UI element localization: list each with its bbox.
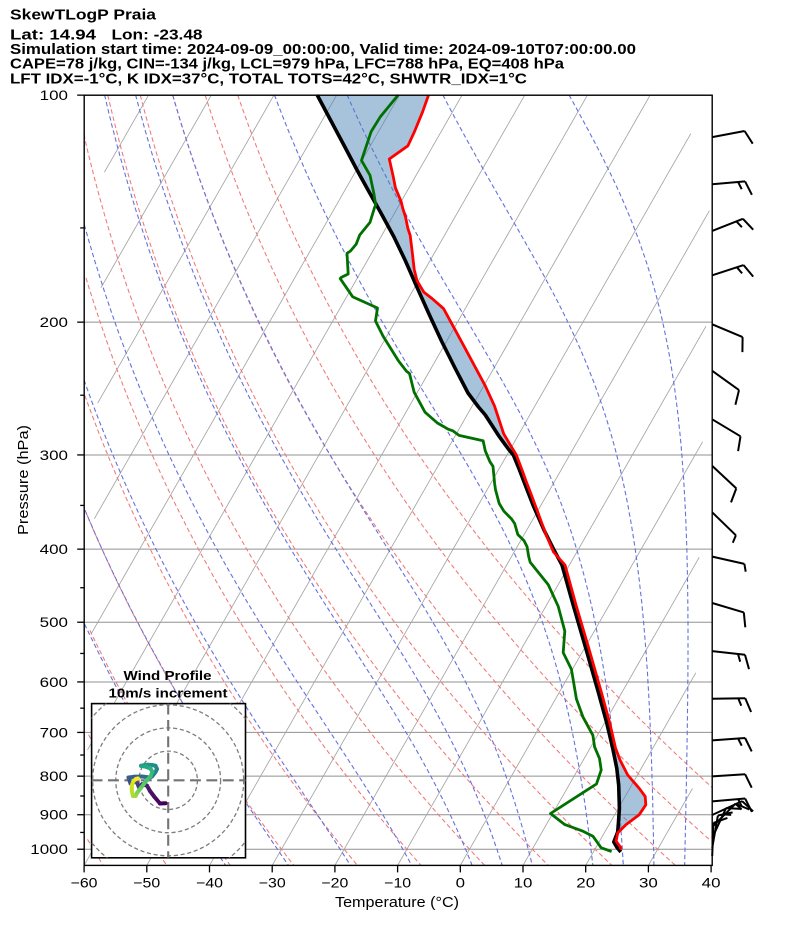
svg-text:CAPE=78 j/kg, CIN=-134 j/kg, L: CAPE=78 j/kg, CIN=-134 j/kg, LCL=979 hPa… — [10, 56, 565, 72]
svg-text:30: 30 — [639, 875, 658, 891]
svg-text:400: 400 — [40, 541, 69, 557]
svg-text:200: 200 — [40, 314, 69, 330]
svg-text:LFT IDX=-1°C, K IDX=37°C, TOTA: LFT IDX=-1°C, K IDX=37°C, TOTAL TOTS=42°… — [10, 71, 528, 87]
svg-text:Simulation start time: 2024-09: Simulation start time: 2024-09-09_00:00:… — [10, 42, 636, 58]
svg-text:600: 600 — [40, 674, 69, 690]
svg-text:−50: −50 — [133, 875, 160, 891]
svg-text:900: 900 — [40, 807, 69, 823]
svg-text:Temperature (°C): Temperature (°C) — [335, 895, 459, 911]
svg-text:Lat: 14.94: Lat: 14.94 — [10, 27, 96, 43]
svg-text:700: 700 — [40, 724, 69, 740]
svg-text:10m/s increment: 10m/s increment — [109, 686, 229, 701]
svg-text:800: 800 — [40, 768, 69, 784]
svg-text:Wind Profile: Wind Profile — [124, 668, 212, 683]
svg-text:−40: −40 — [196, 875, 223, 891]
svg-text:−30: −30 — [259, 875, 286, 891]
svg-text:1000: 1000 — [30, 841, 68, 857]
svg-text:500: 500 — [40, 614, 69, 630]
svg-text:−20: −20 — [321, 875, 348, 891]
svg-text:SkewTLogP Praia: SkewTLogP Praia — [10, 8, 157, 24]
svg-text:100: 100 — [40, 87, 69, 103]
svg-text:−60: −60 — [71, 875, 98, 891]
svg-text:Pressure (hPa): Pressure (hPa) — [16, 425, 32, 535]
svg-text:300: 300 — [40, 447, 69, 463]
svg-text:20: 20 — [576, 875, 595, 891]
svg-text:40: 40 — [702, 875, 721, 891]
svg-text:−10: −10 — [384, 875, 411, 891]
svg-text:10: 10 — [514, 875, 533, 891]
svg-text:Lon: -23.48: Lon: -23.48 — [112, 27, 203, 43]
svg-text:0: 0 — [456, 875, 466, 891]
